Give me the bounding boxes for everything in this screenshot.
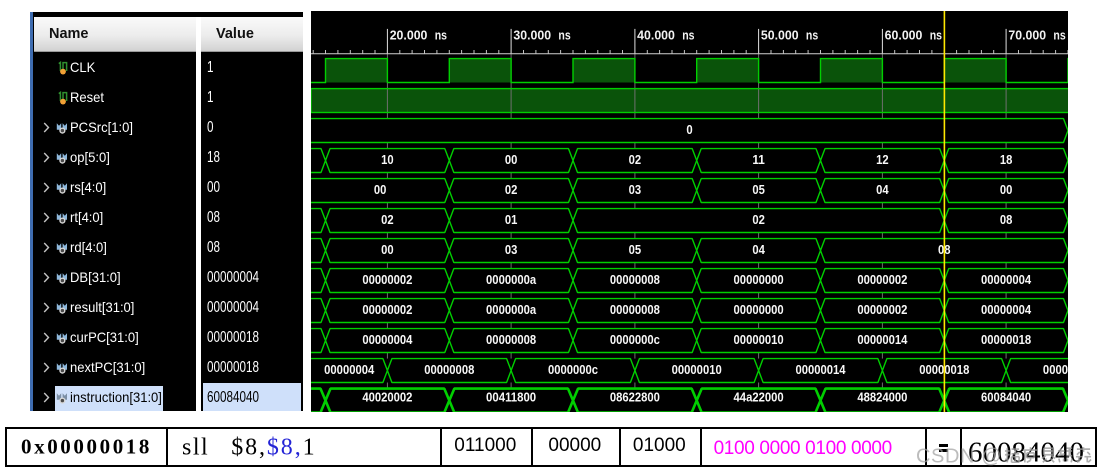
svg-text:0: 0 — [686, 122, 692, 137]
svg-text:0000001c: 0000001c — [1042, 362, 1068, 377]
svg-text:00000004: 00000004 — [362, 332, 413, 347]
svg-text:ns: ns — [1053, 27, 1065, 42]
svg-text:02: 02 — [628, 152, 640, 167]
svg-text:00000008: 00000008 — [424, 362, 474, 377]
svg-text:00000014: 00000014 — [857, 332, 908, 347]
svg-text:08622800: 08622800 — [609, 389, 659, 404]
svg-text:60.000: 60.000 — [884, 27, 922, 42]
svg-text:40020002: 40020002 — [362, 389, 412, 404]
svg-text:ns: ns — [558, 27, 570, 42]
svg-text:00000004: 00000004 — [324, 362, 375, 377]
svg-text:03: 03 — [628, 182, 640, 197]
svg-text:00000000: 00000000 — [733, 272, 783, 287]
svg-text:02: 02 — [752, 212, 764, 227]
svg-text:00000002: 00000002 — [857, 272, 907, 287]
svg-text:08: 08 — [999, 212, 1011, 227]
svg-text:00000010: 00000010 — [671, 362, 721, 377]
svg-text:60084040: 60084040 — [981, 389, 1031, 404]
svg-text:ns: ns — [805, 27, 817, 42]
svg-text:00411800: 00411800 — [486, 389, 536, 404]
svg-text:0000000c: 0000000c — [547, 362, 597, 377]
svg-text:44a22000: 44a22000 — [733, 389, 783, 404]
svg-text:01: 01 — [504, 212, 516, 227]
svg-text:05: 05 — [628, 242, 640, 257]
svg-text:48824000: 48824000 — [857, 389, 907, 404]
svg-text:00000004: 00000004 — [981, 272, 1032, 287]
svg-text:00: 00 — [999, 182, 1011, 197]
svg-text:00000008: 00000008 — [486, 332, 536, 347]
svg-text:10: 10 — [381, 152, 393, 167]
svg-text:00000018: 00000018 — [981, 332, 1031, 347]
svg-text:ns: ns — [682, 27, 694, 42]
svg-text:04: 04 — [876, 182, 889, 197]
svg-text:ns: ns — [929, 27, 941, 42]
svg-text:30.000: 30.000 — [513, 27, 551, 42]
svg-text:0000000c: 0000000c — [609, 332, 659, 347]
svg-text:00000008: 00000008 — [609, 272, 659, 287]
svg-text:20.000: 20.000 — [389, 27, 427, 42]
svg-text:02: 02 — [381, 212, 393, 227]
svg-text:00000014: 00000014 — [795, 362, 846, 377]
svg-text:0000000a: 0000000a — [486, 302, 537, 317]
svg-text:40.000: 40.000 — [637, 27, 675, 42]
svg-text:50.000: 50.000 — [760, 27, 798, 42]
svg-text:12: 12 — [876, 152, 888, 167]
svg-text:02: 02 — [504, 182, 516, 197]
svg-text:0000000a: 0000000a — [486, 272, 537, 287]
svg-text:00000002: 00000002 — [362, 302, 412, 317]
svg-text:00000000: 00000000 — [733, 302, 783, 317]
svg-text:00000004: 00000004 — [981, 302, 1032, 317]
svg-text:04: 04 — [752, 242, 765, 257]
svg-text:18: 18 — [999, 152, 1011, 167]
svg-text:70.000: 70.000 — [1008, 27, 1046, 42]
svg-text:00000010: 00000010 — [733, 332, 783, 347]
svg-text:11: 11 — [752, 152, 764, 167]
svg-text:00000002: 00000002 — [362, 272, 412, 287]
svg-text:ns: ns — [434, 27, 446, 42]
svg-text:00: 00 — [381, 242, 393, 257]
svg-text:05: 05 — [752, 182, 764, 197]
svg-text:03: 03 — [504, 242, 516, 257]
svg-text:00: 00 — [373, 182, 385, 197]
svg-text:00000008: 00000008 — [609, 302, 659, 317]
svg-text:00: 00 — [504, 152, 516, 167]
svg-text:00000002: 00000002 — [857, 302, 907, 317]
